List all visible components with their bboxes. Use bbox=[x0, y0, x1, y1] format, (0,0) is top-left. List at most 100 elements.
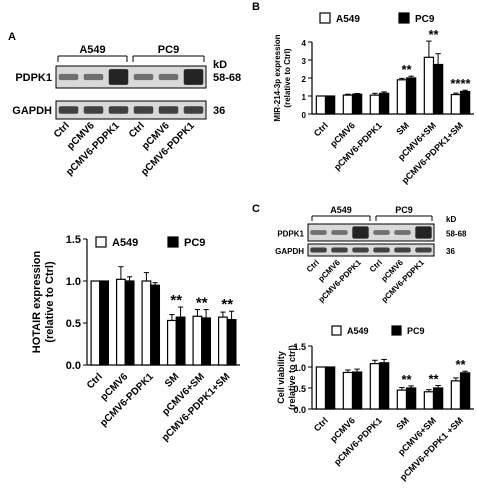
bar-A-HOTAIR-PC9-3 bbox=[150, 284, 161, 366]
band-C-PDPK1-lane-2 bbox=[331, 230, 348, 235]
group-label-C-A549: A549 bbox=[330, 205, 352, 215]
y-axis-label-C-viability-1: (relative to ctrl) bbox=[287, 345, 297, 410]
lane-label-C-1: Ctrl bbox=[305, 258, 321, 274]
bar-C-viability-PC9-2 bbox=[351, 371, 363, 410]
bar-C-viability-PC9-6 bbox=[459, 372, 471, 410]
group-label-C-PC9: PC9 bbox=[395, 205, 413, 215]
category-label-A-HOTAIR-4: SM bbox=[163, 371, 181, 389]
y-axis-label-C-viability-0: Cell viability bbox=[276, 351, 286, 404]
lane-label-A-4: Ctrl bbox=[127, 120, 147, 140]
blot-strip-C-PDPK1 bbox=[307, 223, 435, 242]
panel-letter-A: A bbox=[8, 31, 16, 43]
bar-A-HOTAIR-PC9-2 bbox=[124, 280, 135, 366]
band-label-C-PDPK1: PDPK1 bbox=[277, 230, 304, 239]
bar-C-viability-A549-4 bbox=[396, 389, 408, 410]
significance-A-HOTAIR-6: ** bbox=[221, 296, 233, 313]
bar-C-viability-PC9-5 bbox=[432, 387, 444, 410]
y-tick-label-C-viability-0.0: 0.0 bbox=[293, 405, 306, 415]
band-A-GAPDH-lane-6 bbox=[183, 106, 204, 114]
category-label-C-viability-3: pCMV6-PDPK1 bbox=[332, 415, 384, 467]
band-A-PDPK1-lane-1 bbox=[58, 73, 79, 81]
category-label-C-viability-1: Ctrl bbox=[312, 415, 330, 433]
y-tick-label-A-HOTAIR-0.5: 0.5 bbox=[66, 318, 81, 330]
y-tick-label-B-miR214-2: 2 bbox=[302, 75, 307, 84]
significance-B-miR214-4: ** bbox=[401, 62, 412, 77]
band-label-A-GAPDH: GAPDH bbox=[12, 105, 52, 117]
band-C-GAPDH-lane-3 bbox=[352, 247, 369, 253]
bar-C-viability-A549-3 bbox=[369, 363, 381, 410]
band-A-PDPK1-lane-2 bbox=[83, 73, 104, 81]
y-tick-label-A-HOTAIR-1.0: 1.0 bbox=[66, 276, 81, 288]
legend-swatch-C-viability-A549 bbox=[331, 325, 342, 336]
legend-label-B-miR214-PC9: PC9 bbox=[415, 14, 435, 25]
bar-A-HOTAIR-PC9-6 bbox=[226, 319, 237, 366]
bar-C-viability-PC9-1 bbox=[324, 366, 336, 410]
band-C-PDPK1-lane-3 bbox=[352, 226, 369, 239]
bar-C-viability-A549-1 bbox=[315, 366, 327, 410]
bar-A-HOTAIR-A549-2 bbox=[115, 278, 126, 366]
bar-A-HOTAIR-A549-3 bbox=[141, 280, 152, 366]
category-label-B-miR214-1: Ctrl bbox=[312, 120, 330, 138]
bar-B-miR214-PC9-6 bbox=[459, 90, 471, 115]
panel-letter-C: C bbox=[252, 203, 260, 215]
y-axis-label-B-miR214-1: (relative to Ctrl) bbox=[283, 48, 292, 107]
kd-header-C: kD bbox=[446, 215, 456, 224]
kd-value-C-GAPDH: 36 bbox=[446, 247, 455, 256]
y-tick-label-B-miR214-4: 4 bbox=[302, 39, 307, 48]
significance-B-miR214-6: **** bbox=[450, 76, 471, 91]
y-tick-label-C-viability-0.5: 0.5 bbox=[293, 384, 306, 394]
bar-B-miR214-PC9-5 bbox=[432, 63, 444, 115]
significance-C-viability-6: ** bbox=[455, 357, 466, 372]
category-label-B-miR214-3: pCMV6-PDPK1 bbox=[332, 120, 384, 172]
kd-header-A: kD bbox=[213, 59, 227, 71]
category-label-C-viability-4: SM bbox=[394, 415, 411, 432]
band-C-PDPK1-lane-4 bbox=[373, 230, 390, 235]
band-A-GAPDH-lane-1 bbox=[58, 106, 79, 114]
bar-C-viability-PC9-4 bbox=[405, 387, 417, 410]
y-tick-label-A-HOTAIR-1.5: 1.5 bbox=[66, 234, 81, 246]
band-A-GAPDH-lane-4 bbox=[133, 106, 154, 114]
bar-B-miR214-A549-1 bbox=[315, 95, 327, 115]
bar-C-viability-A549-6 bbox=[450, 380, 462, 410]
y-tick-label-B-miR214-0: 0 bbox=[302, 111, 307, 120]
y-axis-label-A-HOTAIR-0: HOTAIR expression bbox=[31, 250, 43, 353]
bar-A-HOTAIR-PC9-4 bbox=[175, 316, 186, 366]
bar-C-viability-A549-5 bbox=[423, 391, 435, 410]
significance-C-viability-4: ** bbox=[401, 372, 412, 387]
band-C-PDPK1-lane-5 bbox=[394, 230, 411, 235]
y-tick-label-C-viability-1.0: 1.0 bbox=[293, 363, 306, 373]
bar-B-miR214-A549-2 bbox=[342, 94, 354, 115]
band-C-GAPDH-lane-5 bbox=[394, 247, 411, 253]
band-C-GAPDH-lane-1 bbox=[310, 247, 327, 253]
bar-B-miR214-A549-4 bbox=[396, 79, 408, 115]
bar-A-HOTAIR-PC9-1 bbox=[99, 280, 110, 366]
legend-label-B-miR214-A549: A549 bbox=[336, 14, 360, 25]
band-C-GAPDH-lane-4 bbox=[373, 247, 390, 253]
bar-C-viability-A549-2 bbox=[342, 371, 354, 410]
band-A-GAPDH-lane-3 bbox=[108, 106, 129, 114]
kd-value-A-GAPDH: 36 bbox=[213, 105, 225, 117]
bar-A-HOTAIR-A549-5 bbox=[192, 315, 203, 366]
band-label-C-GAPDH: GAPDH bbox=[275, 247, 304, 256]
band-A-GAPDH-lane-5 bbox=[158, 106, 179, 114]
y-tick-label-C-viability-1.5: 1.5 bbox=[293, 342, 306, 352]
significance-A-HOTAIR-5: ** bbox=[196, 295, 208, 312]
category-label-B-miR214-4: SM bbox=[394, 120, 411, 137]
band-C-GAPDH-lane-2 bbox=[331, 247, 348, 253]
band-C-GAPDH-lane-6 bbox=[415, 247, 432, 253]
blot-strip-A-GAPDH bbox=[55, 100, 207, 120]
significance-A-HOTAIR-4: ** bbox=[170, 292, 182, 309]
band-A-PDPK1-lane-5 bbox=[158, 73, 179, 81]
blot-strip-A-PDPK1 bbox=[55, 65, 207, 89]
lane-label-C-4: Ctrl bbox=[368, 258, 384, 274]
blot-strip-C-GAPDH bbox=[307, 243, 435, 257]
bar-B-miR214-PC9-2 bbox=[351, 93, 363, 115]
y-tick-label-B-miR214-1: 1 bbox=[302, 93, 307, 102]
bar-B-miR214-A549-3 bbox=[369, 94, 381, 115]
y-axis-label-A-HOTAIR-1: (relative to Ctrl) bbox=[44, 261, 56, 343]
group-label-A-PC9: PC9 bbox=[158, 44, 179, 56]
legend-swatch-A-HOTAIR-PC9 bbox=[167, 236, 179, 248]
bar-A-HOTAIR-PC9-5 bbox=[201, 317, 212, 366]
kd-value-A-PDPK1: 58-68 bbox=[213, 72, 241, 84]
